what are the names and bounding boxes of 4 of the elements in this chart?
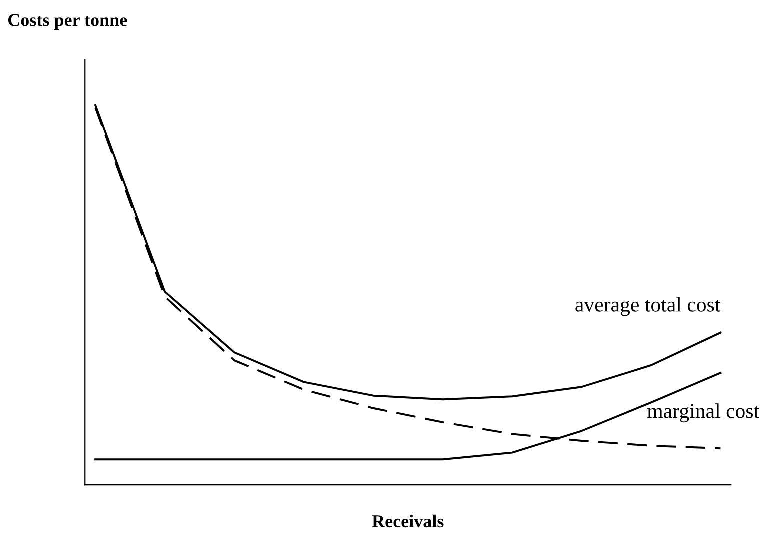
y-axis-title: Costs per tonne xyxy=(8,14,128,30)
series-label: marginal cost xyxy=(648,404,760,423)
x-axis-title: Receivals xyxy=(372,514,444,528)
series-label: average total cost xyxy=(576,297,721,316)
